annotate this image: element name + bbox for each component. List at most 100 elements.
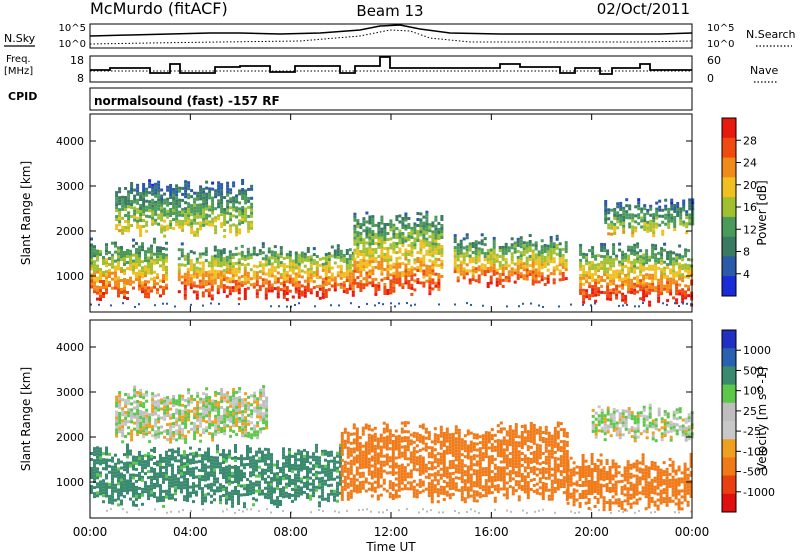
echo-cell [364, 426, 368, 430]
echo-cell [442, 450, 446, 453]
echo-cell [654, 268, 658, 272]
echo-cell [154, 206, 158, 210]
echo-cell [403, 436, 407, 440]
echo-cell [522, 244, 526, 248]
echo-cell [147, 497, 150, 501]
echo-cell [220, 189, 224, 193]
echo-cell [235, 224, 239, 228]
echo-cell [486, 261, 490, 264]
echo-cell [484, 443, 488, 447]
echo-cell [636, 251, 640, 255]
echo-cell [192, 461, 195, 465]
echo-cell [340, 434, 344, 438]
echo-cell [321, 497, 324, 501]
echo-cell [621, 280, 625, 284]
echo-cell [166, 209, 170, 213]
echo-cell [180, 469, 183, 473]
echo-cell [133, 206, 137, 210]
echo-cell [198, 252, 202, 256]
echo-cell [183, 462, 186, 466]
echo-cell [255, 483, 258, 487]
echo-cell [270, 262, 274, 266]
echo-cell [597, 290, 601, 294]
echo-cell [618, 260, 622, 264]
echo-cell [246, 277, 250, 281]
echo-cell [418, 460, 422, 464]
echo-cell [376, 458, 380, 462]
echo-cell [403, 454, 407, 458]
echo-cell [154, 218, 158, 222]
echo-cell [285, 271, 289, 274]
echo-cell [410, 226, 414, 230]
echo-cell [480, 233, 484, 237]
echo-cell [597, 287, 601, 291]
echo-cell [481, 485, 485, 489]
echo-cell [306, 487, 309, 490]
echo-cell [114, 244, 117, 248]
echo-cell [409, 439, 413, 443]
echo-cell [231, 271, 235, 275]
echo-cell [105, 249, 108, 253]
echo-cell [123, 468, 126, 472]
echo-cell [424, 445, 428, 449]
echo-cell [604, 206, 608, 209]
echo-cell [213, 468, 216, 472]
echo-cell [490, 449, 494, 453]
echo-cell [355, 484, 359, 488]
echo-cell [469, 461, 473, 465]
echo-cell [448, 466, 452, 470]
echo-cell [433, 472, 437, 476]
echo-cell [159, 472, 162, 475]
echo-cell [141, 493, 144, 497]
echo-cell [231, 280, 235, 284]
echo-cell [389, 255, 393, 259]
echo-cell [213, 465, 216, 469]
echo-cell [135, 479, 138, 483]
echo-cell [519, 242, 523, 246]
echo-cell [132, 458, 135, 462]
echo-cell [486, 285, 490, 288]
echo-cell [606, 276, 610, 280]
echo-cell [364, 456, 368, 460]
echo-cell [376, 473, 380, 477]
echo-cell [371, 230, 375, 234]
echo-cell [658, 223, 662, 227]
echo-cell [406, 445, 410, 449]
echo-cell [244, 207, 248, 211]
echo-cell [373, 486, 377, 490]
echo-cell [442, 435, 446, 438]
echo-cell [225, 270, 229, 274]
echo-cell [207, 282, 211, 286]
echo-cell [490, 470, 494, 474]
echo-cell [634, 305, 636, 308]
echo-cell [537, 274, 541, 278]
echo-band [90, 443, 342, 509]
echo-cell [445, 466, 449, 470]
echo-cell [229, 188, 233, 192]
echo-cell [639, 282, 643, 286]
echo-cell [303, 264, 307, 268]
echo-cell [102, 452, 105, 456]
echo-cell [618, 242, 622, 246]
echo-cell [456, 270, 460, 274]
echo-cell [201, 252, 205, 256]
echo-cell [177, 266, 181, 270]
echo-cell [664, 222, 668, 226]
echo-cell [604, 218, 608, 221]
echo-cell [376, 443, 380, 447]
echo-cell [241, 221, 245, 224]
echo-cell [282, 495, 285, 499]
echo-cell [637, 222, 641, 226]
echo-cell [142, 198, 146, 201]
echo-cell [90, 273, 93, 277]
echo-cell [174, 489, 177, 493]
echo-cell [160, 218, 164, 222]
echo-cell [183, 471, 186, 475]
echo-cell [353, 239, 357, 243]
echo-cell [264, 281, 268, 285]
echo-cell [96, 270, 99, 274]
echo-cell [434, 281, 438, 285]
echo-cell [150, 481, 153, 485]
echo-cell [622, 230, 626, 234]
echo-cell [669, 262, 673, 266]
